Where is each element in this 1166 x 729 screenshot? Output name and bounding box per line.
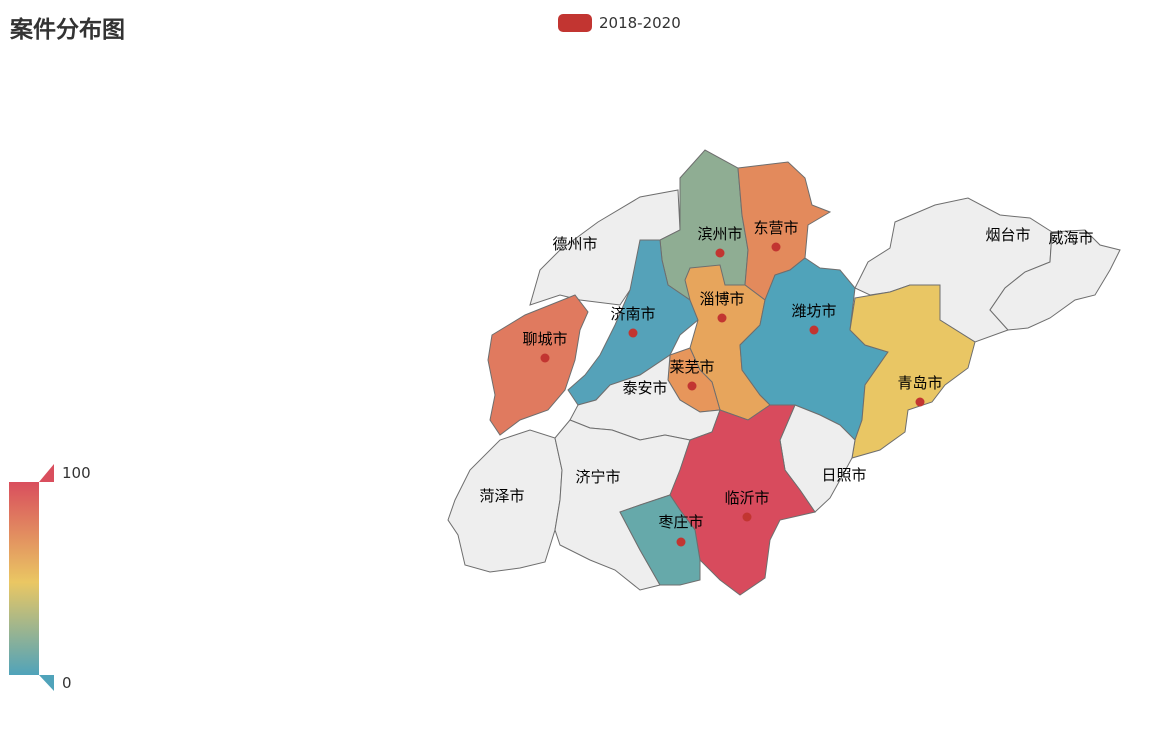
marker-liaocheng[interactable] xyxy=(540,353,550,363)
label-zibo: 淄博市 xyxy=(699,290,744,308)
label-linyi: 临沂市 xyxy=(724,489,769,507)
marker-zibo[interactable] xyxy=(717,313,727,323)
region-weihai[interactable] xyxy=(989,229,1121,331)
legend-item[interactable]: 2018-2020 xyxy=(558,14,681,32)
legend-swatch xyxy=(558,14,592,32)
chart-title: 案件分布图 xyxy=(10,17,125,43)
label-dongying: 东营市 xyxy=(753,219,798,237)
range-handle-bottom[interactable] xyxy=(39,675,54,691)
visual-map-max: 100 xyxy=(62,464,91,482)
label-binzhou: 滨州市 xyxy=(697,225,742,243)
visual-map: 100 0 xyxy=(0,460,110,700)
range-handle-top[interactable] xyxy=(39,464,54,482)
marker-linyi[interactable] xyxy=(742,512,752,522)
label-taian: 泰安市 xyxy=(622,379,667,397)
region-qingdao[interactable] xyxy=(849,284,976,459)
region-liaocheng[interactable] xyxy=(487,294,589,436)
label-dezhou: 德州市 xyxy=(552,235,597,253)
label-jinan: 济南市 xyxy=(610,305,655,323)
label-qingdao: 青岛市 xyxy=(897,374,942,392)
region-zaozhuang[interactable] xyxy=(619,494,701,586)
marker-jinan[interactable] xyxy=(628,328,638,338)
color-gradient-bar[interactable] xyxy=(9,482,39,675)
visual-map-min: 0 xyxy=(62,674,72,692)
marker-laiwu[interactable] xyxy=(687,381,697,391)
marker-qingdao[interactable] xyxy=(915,397,925,407)
label-weihai: 威海市 xyxy=(1048,229,1093,247)
marker-binzhou[interactable] xyxy=(715,248,725,258)
marker-zaozhuang[interactable] xyxy=(676,537,686,547)
label-liaocheng: 聊城市 xyxy=(522,330,567,348)
label-laiwu: 莱芜市 xyxy=(669,358,714,376)
legend-label: 2018-2020 xyxy=(599,14,681,32)
label-zaozhuang: 枣庄市 xyxy=(658,513,703,531)
label-yantai: 烟台市 xyxy=(985,226,1030,244)
label-heze: 菏泽市 xyxy=(479,487,524,505)
marker-dongying[interactable] xyxy=(771,242,781,252)
label-weifang: 潍坊市 xyxy=(791,302,836,320)
label-jining: 济宁市 xyxy=(575,468,620,486)
label-rizhao: 日照市 xyxy=(821,466,866,484)
marker-weifang[interactable] xyxy=(809,325,819,335)
